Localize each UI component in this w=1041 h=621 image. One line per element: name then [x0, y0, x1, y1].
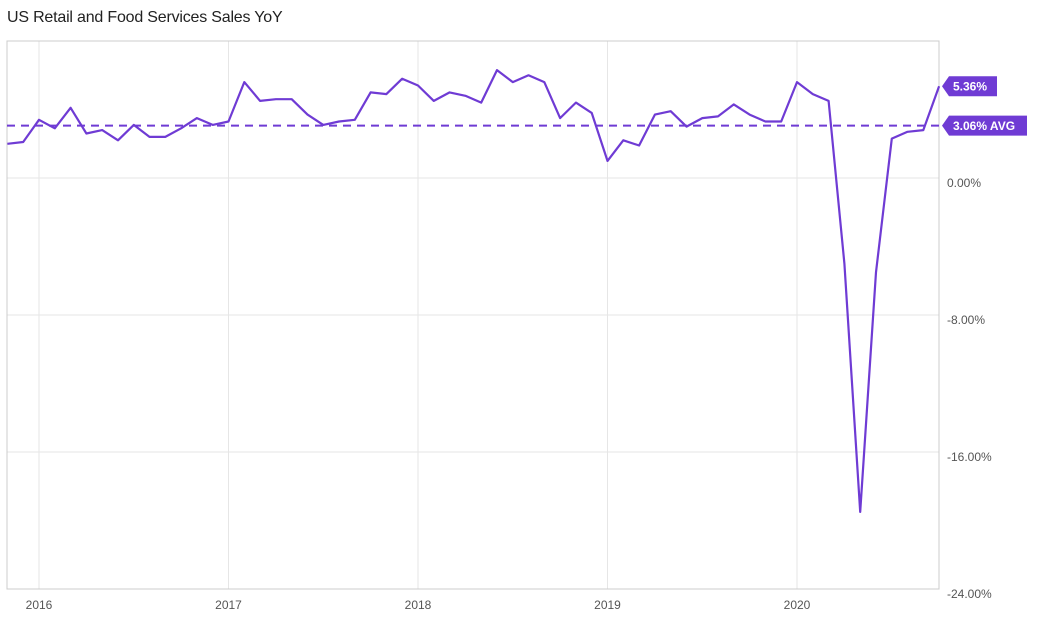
- x-tick-label: 2020: [784, 598, 811, 612]
- average-tag: 3.06% AVG: [942, 115, 1027, 136]
- x-tick-label: 2018: [405, 598, 432, 612]
- x-tick-label: 2016: [26, 598, 53, 612]
- average-tag-text: 3.06% AVG: [953, 119, 1015, 133]
- y-tick-label: 0.00%: [947, 176, 981, 190]
- chart-title: US Retail and Food Services Sales YoY: [7, 9, 283, 26]
- series-line: [7, 68, 941, 513]
- last-value-tag-text: 5.36%: [953, 80, 987, 94]
- gridlines: [7, 41, 939, 590]
- y-tick-label: -8.00%: [947, 313, 985, 327]
- y-tick-label: -24.00%: [947, 587, 992, 601]
- y-tick-label: -16.00%: [947, 450, 992, 464]
- x-axis: 2016 2017 2018 2019 2020: [26, 598, 811, 612]
- y-axis: 0.00% -8.00% -16.00% -24.00%: [947, 176, 992, 601]
- plot-frame: [6, 40, 940, 590]
- value-tags: 5.36% 3.06% AVG: [942, 76, 1027, 136]
- last-value-tag: 5.36%: [942, 76, 997, 97]
- x-tick-label: 2019: [594, 598, 621, 612]
- x-tick-label: 2017: [215, 598, 242, 612]
